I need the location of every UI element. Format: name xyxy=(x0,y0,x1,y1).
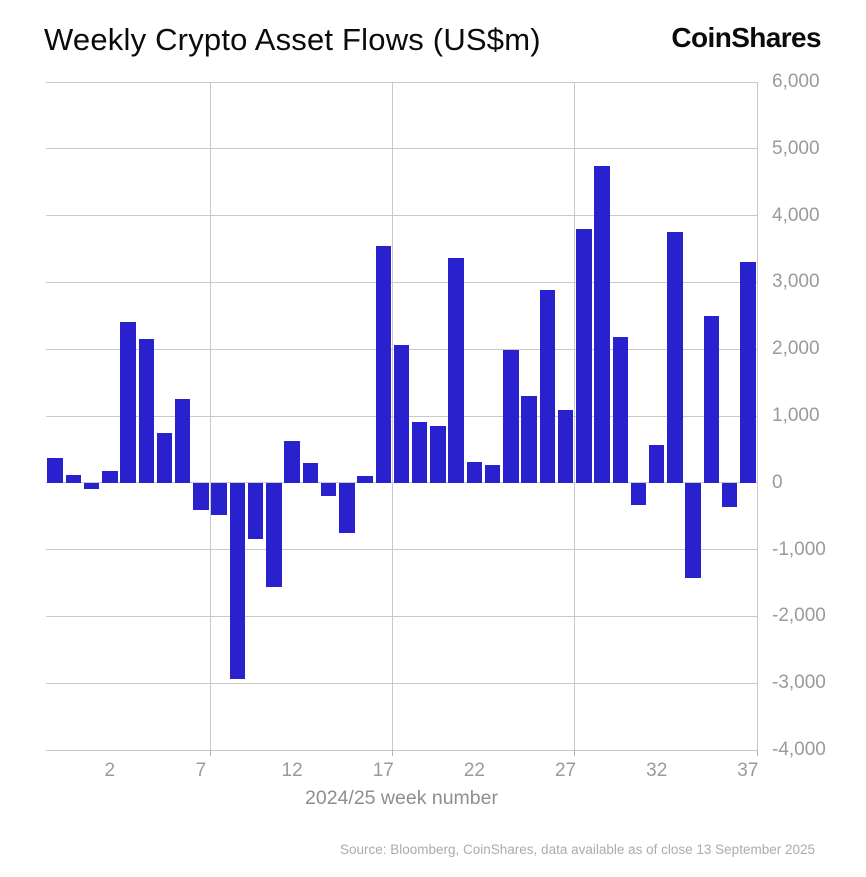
bar-week-12 xyxy=(284,441,300,483)
bar-week-37 xyxy=(740,262,756,483)
x-tick-label-week-2: 2 xyxy=(104,760,116,781)
chart-title: Weekly Crypto Asset Flows (US$m) xyxy=(44,22,541,57)
bar-week-27 xyxy=(557,409,574,483)
y-tick-label-6000: 6,000 xyxy=(772,71,820,92)
x-tick-label-week-32: 32 xyxy=(646,760,668,781)
bar-week-8 xyxy=(211,482,227,515)
v-gridline-week-17 xyxy=(391,82,393,750)
y-tick-label-3000: 3,000 xyxy=(772,271,820,293)
x-tick-mark-week-27 xyxy=(574,750,576,756)
bar-week-22 xyxy=(466,462,483,483)
y-tick-label-0: 0 xyxy=(772,471,783,493)
x-tick-label-week-7: 7 xyxy=(195,760,207,781)
x-tick-label-week-17: 17 xyxy=(372,760,394,781)
y-tick-label-5000: 5,000 xyxy=(772,137,820,159)
bar-week-33 xyxy=(667,231,683,483)
bar-week-35 xyxy=(703,316,720,483)
bar-week-30 xyxy=(612,337,628,483)
x-axis-title: 2024/25 week number xyxy=(305,787,498,809)
h-gridline-5000 xyxy=(46,148,757,150)
source-note: Source: Bloomberg, CoinShares, data avai… xyxy=(339,842,815,857)
x-tick-mark-week-7 xyxy=(209,750,211,756)
x-tick-label-week-12: 12 xyxy=(281,760,303,781)
h-gridline--4000 xyxy=(46,749,757,751)
coinshares-logo: CoinShares xyxy=(671,22,821,53)
bar-week-2 xyxy=(102,470,118,483)
bar-week-6 xyxy=(175,398,191,483)
bar-week-29 xyxy=(594,165,610,483)
bar-week-10 xyxy=(247,482,264,539)
bar-week-19 xyxy=(412,422,428,483)
plot-area: 6,000 5,000 4,000 3,000 2,000 1,000 0 -1,000 -2,… xyxy=(46,71,826,781)
v-gridline-week-27 xyxy=(574,82,576,750)
x-tick-mark-week-37 xyxy=(756,750,758,756)
h-gridline-4000 xyxy=(46,215,757,217)
bar-week-20 xyxy=(430,426,446,483)
y-tick-label-4000: 4,000 xyxy=(772,204,820,226)
y-tick-label--2000: -2,000 xyxy=(772,605,826,627)
bar-week-13 xyxy=(302,463,319,483)
bar-week-1 xyxy=(83,482,100,489)
bar-week-34 xyxy=(685,482,701,578)
bar-week-21 xyxy=(448,257,464,483)
x-tick-label-week-37: 37 xyxy=(737,760,759,781)
bar-week-52 xyxy=(65,475,82,483)
x-tick-label-week-27: 27 xyxy=(554,760,577,781)
y-tick-label-2000: 2,000 xyxy=(772,338,820,360)
h-gridline-0 xyxy=(46,482,757,484)
h-gridline-6000 xyxy=(46,81,757,83)
bar-week-4 xyxy=(138,339,154,483)
bar-week-51 xyxy=(47,458,63,483)
bar-week-9 xyxy=(229,482,246,679)
bar-week-17 xyxy=(375,246,391,483)
y-tick-label--4000: -4,000 xyxy=(772,739,826,760)
h-gridline--3000 xyxy=(46,682,757,684)
bar-week-11 xyxy=(266,482,282,587)
bar-week-15 xyxy=(339,482,355,533)
bar-week-14 xyxy=(320,482,337,497)
x-tick-label-week-22: 22 xyxy=(463,760,485,781)
x-tick-mark-week-17 xyxy=(391,750,393,756)
bar-week-16 xyxy=(357,476,373,483)
bar-week-23 xyxy=(484,464,501,483)
bar-week-24 xyxy=(503,349,519,483)
y-tick-label--3000: -3,000 xyxy=(772,672,826,694)
bar-week-26 xyxy=(539,290,556,483)
bar-week-7 xyxy=(193,482,209,511)
bar-week-31 xyxy=(630,482,647,505)
h-gridline--2000 xyxy=(46,615,757,617)
bar-week-3 xyxy=(120,321,136,483)
v-gridline-week-7 xyxy=(209,82,211,750)
h-gridline--1000 xyxy=(46,549,757,551)
bar-week-36 xyxy=(721,482,738,507)
y-tick-label-1000: 1,000 xyxy=(772,405,820,426)
bar-week-18 xyxy=(393,345,410,483)
bar-week-5 xyxy=(156,432,173,483)
h-gridline-3000 xyxy=(46,281,757,283)
v-gridline-week-37 xyxy=(756,82,758,750)
bar-week-32 xyxy=(649,444,665,483)
bar-week-28 xyxy=(576,228,592,483)
y-tick-label--1000: -1,000 xyxy=(772,538,826,560)
bar-week-25 xyxy=(521,395,537,483)
